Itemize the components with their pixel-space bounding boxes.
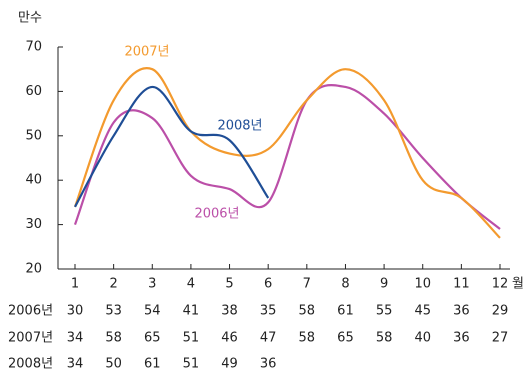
x-tick-label: 1 xyxy=(71,277,79,292)
table-cell: 61 xyxy=(144,357,161,372)
table-cell: 55 xyxy=(376,304,393,319)
table-cell: 36 xyxy=(453,304,470,319)
table-cell: 58 xyxy=(376,331,393,346)
y-tick-label: 40 xyxy=(25,173,42,188)
table-cell: 51 xyxy=(183,331,200,346)
table-row-label: 2008년 xyxy=(8,357,53,372)
table-cell: 51 xyxy=(183,357,200,372)
table-cell: 27 xyxy=(492,331,509,346)
x-tick-label: 8 xyxy=(341,277,349,292)
table-cell: 54 xyxy=(144,304,161,319)
table-cell: 47 xyxy=(260,331,277,346)
series-line xyxy=(74,85,270,208)
table-cell: 38 xyxy=(221,304,238,319)
x-tick-label: 10 xyxy=(414,277,431,292)
x-tick-label: 4 xyxy=(187,277,195,292)
series-annotation: 2006년 xyxy=(194,207,239,222)
x-tick-label: 5 xyxy=(225,277,233,292)
y-tick-label: 30 xyxy=(25,217,42,232)
x-tick-label: 12 xyxy=(492,277,509,292)
table-cell: 61 xyxy=(337,304,354,319)
table-cell: 40 xyxy=(414,331,431,346)
table-row-label: 2006년 xyxy=(8,304,53,319)
y-axis-label: 만수 xyxy=(18,11,42,26)
table-cell: 36 xyxy=(260,357,277,372)
table-cell: 65 xyxy=(337,331,354,346)
table-cell: 58 xyxy=(299,331,316,346)
table-cell: 36 xyxy=(453,331,470,346)
x-tick-label: 6 xyxy=(264,277,272,292)
x-tick-label: 7 xyxy=(303,277,311,292)
table-cell: 46 xyxy=(221,331,238,346)
table-cell: 34 xyxy=(67,357,84,372)
table-cell: 35 xyxy=(260,304,277,319)
table-cell: 41 xyxy=(183,304,200,319)
x-tick-label: 9 xyxy=(380,277,388,292)
x-tick-label: 3 xyxy=(148,277,156,292)
y-tick-label: 70 xyxy=(25,40,42,55)
table-cell: 45 xyxy=(414,304,431,319)
table-row-label: 2007년 xyxy=(8,331,53,346)
y-tick-label: 20 xyxy=(25,262,42,277)
x-tick-label: 2 xyxy=(109,277,117,292)
series-annotation: 2008년 xyxy=(217,119,262,134)
series-line xyxy=(73,67,501,239)
x-tick-label: 11 xyxy=(453,277,470,292)
y-tick-label: 60 xyxy=(25,84,42,99)
table-cell: 65 xyxy=(144,331,161,346)
x-axis-label: 월 xyxy=(512,277,524,292)
table-cell: 49 xyxy=(221,357,238,372)
table-cell: 58 xyxy=(105,331,122,346)
series-annotation: 2007년 xyxy=(124,45,169,60)
table-cell: 50 xyxy=(105,357,122,372)
table-cell: 30 xyxy=(67,304,84,319)
table-cell: 29 xyxy=(492,304,509,319)
table-cell: 58 xyxy=(299,304,316,319)
table-cell: 34 xyxy=(67,331,84,346)
table-cell: 53 xyxy=(105,304,122,319)
series-line xyxy=(73,84,501,230)
y-tick-label: 50 xyxy=(25,128,42,143)
